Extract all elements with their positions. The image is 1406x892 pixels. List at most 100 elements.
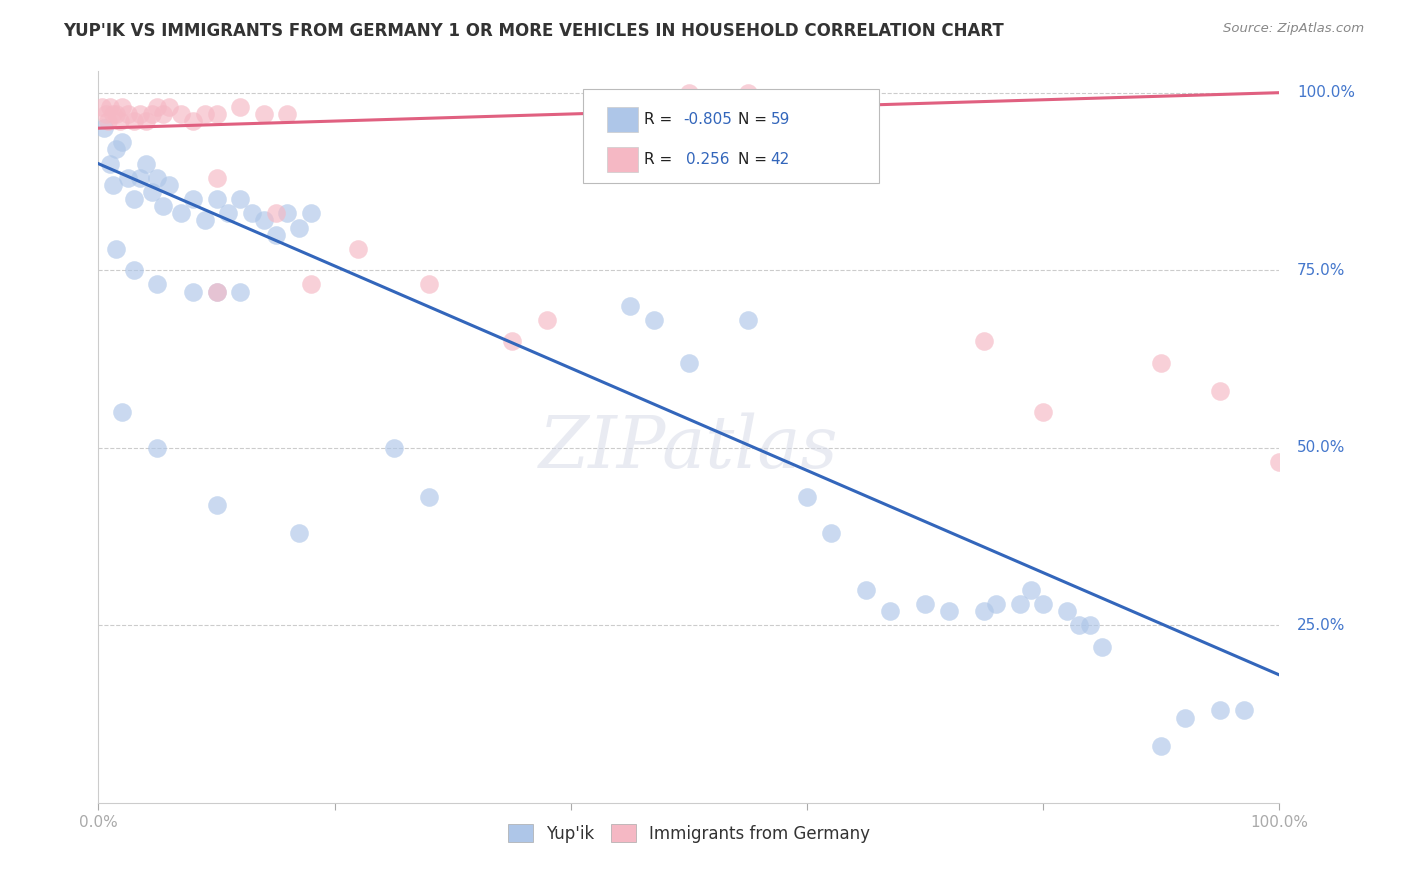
Point (135, 156, 157, 170)
Point (98, 100, 121, 114)
Point (117, 170, 139, 185)
Point (117, 107, 139, 121)
Point (796, 491, 818, 505)
Point (1021, 582, 1043, 597)
Point (146, 441, 169, 455)
Point (229, 100, 252, 114)
Point (879, 604, 901, 618)
Point (111, 136, 134, 150)
Point (122, 263, 145, 277)
Point (141, 185, 163, 199)
Text: R =: R = (644, 153, 682, 168)
Text: N =: N = (738, 112, 772, 127)
Point (1209, 384, 1232, 398)
Point (418, 491, 440, 505)
Point (973, 604, 995, 618)
Point (914, 597, 936, 611)
Point (299, 277, 322, 292)
Point (299, 206, 322, 220)
Point (128, 107, 150, 121)
Point (101, 178, 124, 192)
Point (105, 242, 128, 256)
Text: 50.0%: 50.0% (1298, 441, 1346, 455)
Point (229, 192, 252, 206)
Point (122, 114, 145, 128)
Text: 42: 42 (770, 153, 790, 168)
Point (501, 334, 523, 349)
Text: 25.0%: 25.0% (1298, 618, 1346, 632)
Point (108, 114, 131, 128)
Point (101, 107, 124, 121)
Point (855, 582, 877, 597)
Point (938, 604, 960, 618)
Point (194, 107, 217, 121)
Point (1032, 405, 1054, 419)
Point (170, 206, 193, 220)
Point (152, 107, 174, 121)
Point (973, 334, 995, 349)
Point (97, 114, 120, 128)
Point (1233, 704, 1256, 718)
Point (288, 525, 311, 540)
Point (128, 170, 150, 185)
Point (831, 100, 853, 114)
Point (1091, 640, 1114, 654)
Point (240, 206, 263, 220)
Text: ZIPatlas: ZIPatlas (538, 412, 839, 483)
Point (93, 121, 115, 136)
Point (253, 213, 276, 227)
Point (1067, 618, 1090, 632)
Text: N =: N = (738, 153, 772, 168)
Text: 0.256: 0.256 (686, 153, 730, 168)
Text: -0.805: -0.805 (683, 112, 733, 127)
Text: Source: ZipAtlas.com: Source: ZipAtlas.com (1223, 22, 1364, 36)
Point (181, 192, 204, 206)
Point (1056, 604, 1078, 618)
Point (146, 100, 169, 114)
Point (678, 86, 700, 100)
Point (205, 107, 228, 121)
Point (619, 299, 641, 313)
Point (146, 277, 169, 292)
Point (1032, 597, 1054, 611)
Text: 75.0%: 75.0% (1298, 263, 1346, 277)
Point (229, 285, 252, 299)
Point (536, 313, 558, 327)
Point (643, 313, 665, 327)
Point (205, 498, 228, 512)
Point (94, 107, 117, 121)
Text: YUP'IK VS IMMIGRANTS FROM GERMANY 1 OR MORE VEHICLES IN HOUSEHOLD CORRELATION CH: YUP'IK VS IMMIGRANTS FROM GERMANY 1 OR M… (63, 22, 1004, 40)
Point (1209, 704, 1232, 718)
Point (146, 170, 169, 185)
Point (276, 107, 298, 121)
Point (157, 100, 180, 114)
Point (194, 213, 217, 227)
Point (1150, 739, 1173, 753)
Point (111, 405, 134, 419)
Point (152, 199, 174, 213)
Point (217, 206, 239, 220)
Point (1008, 597, 1031, 611)
Point (264, 227, 287, 242)
Point (418, 277, 440, 292)
Point (1150, 355, 1173, 369)
Point (288, 220, 311, 235)
Point (135, 114, 157, 128)
Point (105, 107, 128, 121)
Point (141, 107, 163, 121)
Point (205, 170, 228, 185)
Point (205, 285, 228, 299)
Text: 59: 59 (770, 112, 790, 127)
Point (181, 114, 204, 128)
Text: 100.0%: 100.0% (1298, 85, 1355, 100)
Point (105, 143, 128, 157)
Point (253, 107, 276, 121)
Point (737, 86, 759, 100)
Point (122, 192, 145, 206)
Point (205, 285, 228, 299)
Point (1080, 618, 1102, 632)
Point (347, 242, 370, 256)
Point (157, 178, 180, 192)
Point (737, 313, 759, 327)
Point (111, 100, 134, 114)
